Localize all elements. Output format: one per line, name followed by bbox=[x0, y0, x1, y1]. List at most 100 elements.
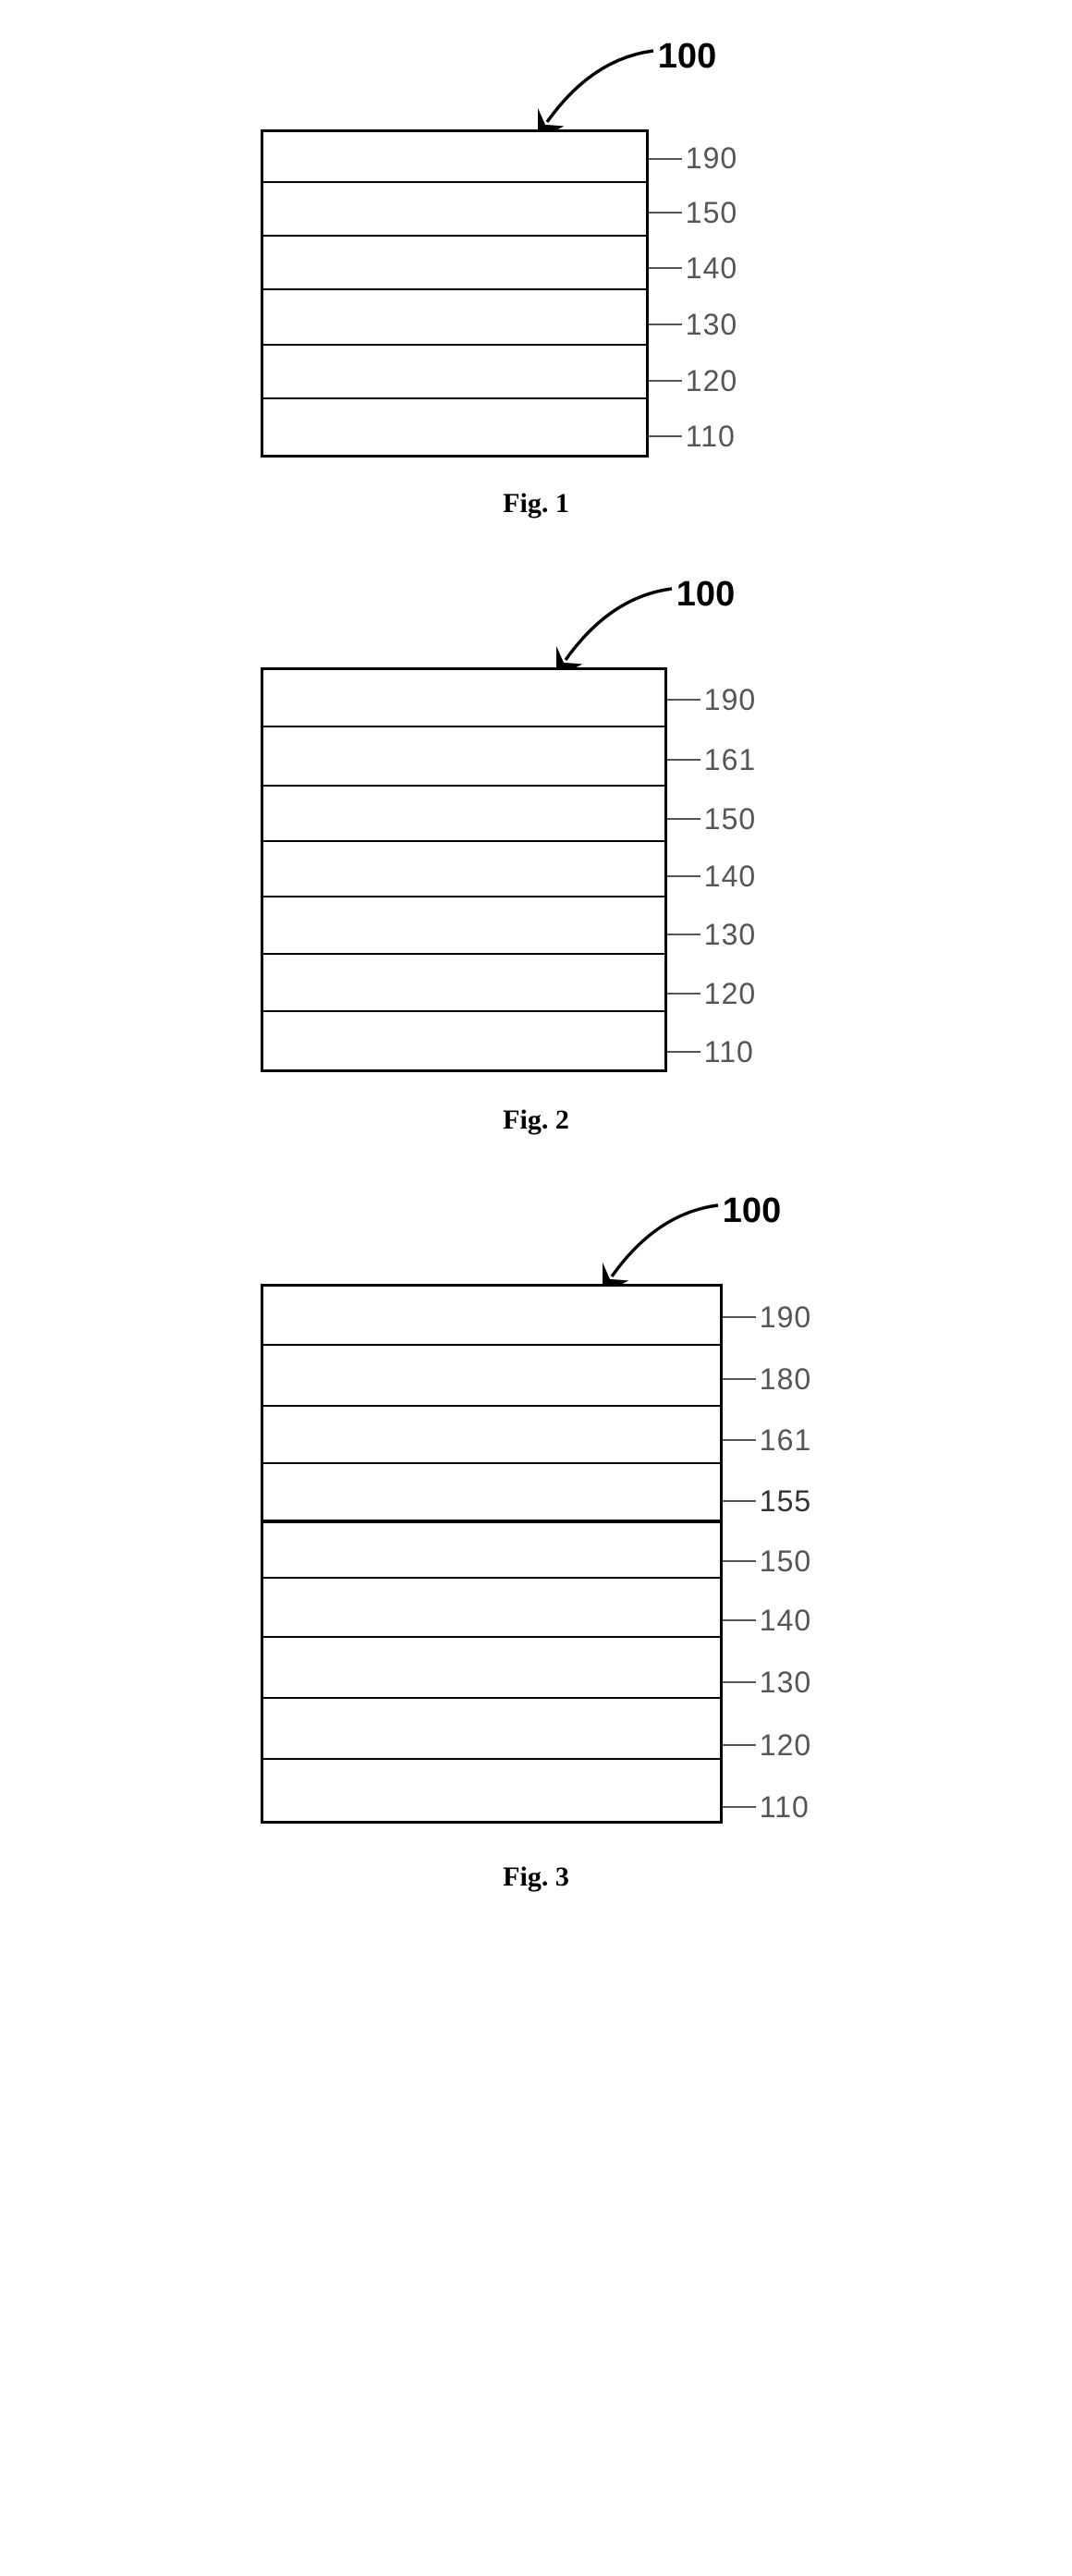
layer bbox=[263, 1287, 720, 1346]
reference-arrow-icon bbox=[538, 46, 658, 134]
layer-label: 120 bbox=[649, 353, 737, 409]
layer-label: 190 bbox=[667, 670, 756, 729]
layer-label-text: 150 bbox=[704, 802, 756, 836]
layer-label: 110 bbox=[667, 1023, 756, 1080]
layer-label: 155 bbox=[723, 1470, 811, 1532]
layer bbox=[263, 897, 664, 955]
layer-label: 110 bbox=[723, 1776, 811, 1837]
layer-label-text: 190 bbox=[760, 1300, 811, 1335]
leader-line-icon bbox=[723, 1681, 756, 1683]
layer bbox=[263, 399, 646, 455]
layer-label-text: 155 bbox=[760, 1484, 811, 1519]
layer-label-text: 140 bbox=[686, 251, 737, 286]
layer bbox=[263, 1579, 720, 1638]
layer-label: 140 bbox=[667, 848, 756, 905]
leader-line-icon bbox=[649, 267, 682, 269]
leader-line-icon bbox=[723, 1619, 756, 1621]
layer-label-text: 161 bbox=[760, 1423, 811, 1458]
fig3: 100 190 180 161 155 150 140 130 120 110 Fig. 3 bbox=[261, 1191, 811, 1893]
leader-line-icon bbox=[723, 1560, 756, 1562]
layer-stack bbox=[261, 667, 667, 1072]
leader-line-icon bbox=[667, 1051, 700, 1053]
leader-line-icon bbox=[723, 1806, 756, 1808]
layer bbox=[263, 132, 646, 183]
layer-label-text: 110 bbox=[760, 1790, 810, 1825]
reference-arrow-icon bbox=[556, 584, 676, 672]
layer-label: 120 bbox=[723, 1714, 811, 1776]
layer-label-text: 140 bbox=[760, 1604, 811, 1638]
layer-label-text: 140 bbox=[704, 860, 756, 894]
stack-wrap: 100 190 150 140 130 120 110 bbox=[261, 37, 811, 464]
layer bbox=[263, 290, 646, 346]
layer-label-text: 110 bbox=[704, 1035, 754, 1069]
reference-number: 100 bbox=[723, 1191, 781, 1231]
layer-label: 150 bbox=[667, 790, 756, 848]
leader-line-icon bbox=[667, 759, 700, 761]
figure-caption: Fig. 3 bbox=[261, 1862, 811, 1893]
layer-label-text: 150 bbox=[686, 196, 737, 230]
leader-line-icon bbox=[723, 1439, 756, 1441]
leader-line-icon bbox=[723, 1500, 756, 1502]
leader-line-icon bbox=[667, 993, 700, 995]
leader-line-icon bbox=[649, 435, 682, 437]
leader-line-icon bbox=[667, 875, 700, 877]
leader-line-icon bbox=[649, 324, 682, 325]
layer-label: 130 bbox=[667, 905, 756, 964]
layer-label: 190 bbox=[649, 132, 737, 185]
layer-label-text: 161 bbox=[704, 743, 756, 777]
layer-label: 130 bbox=[723, 1651, 811, 1714]
layer bbox=[263, 1638, 720, 1699]
layer-label-text: 120 bbox=[704, 977, 756, 1011]
leader-line-icon bbox=[723, 1744, 756, 1746]
leader-line-icon bbox=[723, 1378, 756, 1380]
layer bbox=[263, 1464, 720, 1523]
layer-label: 161 bbox=[667, 729, 756, 790]
reference-number: 100 bbox=[658, 37, 716, 77]
layer bbox=[263, 670, 664, 727]
layer bbox=[263, 1699, 720, 1760]
layer-label: 130 bbox=[649, 296, 737, 353]
layer-label: 110 bbox=[649, 409, 737, 464]
figure-caption: Fig. 2 bbox=[261, 1105, 811, 1136]
layer bbox=[263, 346, 646, 399]
layer-label: 140 bbox=[723, 1590, 811, 1651]
stack-wrap: 100 190 180 161 155 150 140 130 120 110 bbox=[261, 1191, 811, 1837]
leader-line-icon bbox=[667, 934, 700, 935]
stack-wrap: 100 190 161 150 140 130 120 110 bbox=[261, 575, 811, 1080]
layer-label-text: 120 bbox=[686, 364, 737, 398]
layer-labels: 190 180 161 155 150 140 130 120 110 bbox=[723, 1287, 811, 1837]
layer bbox=[263, 727, 664, 787]
layer-label: 180 bbox=[723, 1348, 811, 1410]
layer-label: 120 bbox=[667, 964, 756, 1023]
layer bbox=[263, 183, 646, 237]
layer bbox=[263, 842, 664, 897]
layer-label: 150 bbox=[649, 185, 737, 240]
layer bbox=[263, 955, 664, 1012]
fig1: 100 190 150 140 130 120 110 Fig. 1 bbox=[261, 37, 811, 519]
layer bbox=[263, 787, 664, 842]
leader-line-icon bbox=[649, 158, 682, 160]
leader-line-icon bbox=[667, 699, 700, 701]
layer bbox=[263, 1760, 720, 1821]
layer-labels: 190 150 140 130 120 110 bbox=[649, 132, 737, 464]
leader-line-icon bbox=[667, 818, 700, 820]
layer-labels: 190 161 150 140 130 120 110 bbox=[667, 670, 756, 1080]
layer-label-text: 110 bbox=[686, 420, 736, 454]
leader-line-icon bbox=[723, 1316, 756, 1318]
leader-line-icon bbox=[649, 380, 682, 382]
layer-label-text: 150 bbox=[760, 1544, 811, 1579]
layer-label-text: 130 bbox=[760, 1666, 811, 1700]
fig2: 100 190 161 150 140 130 120 110 Fig. 2 bbox=[261, 575, 811, 1136]
figure-caption: Fig. 1 bbox=[261, 488, 811, 519]
layer-label-text: 190 bbox=[704, 683, 756, 717]
layer bbox=[263, 237, 646, 290]
layer-label: 161 bbox=[723, 1410, 811, 1470]
layer-label-text: 130 bbox=[686, 308, 737, 342]
layer bbox=[263, 1523, 720, 1579]
layer bbox=[263, 1012, 664, 1069]
reference-arrow-icon bbox=[603, 1201, 723, 1288]
layer-label: 190 bbox=[723, 1287, 811, 1348]
layer-stack bbox=[261, 129, 649, 458]
reference-number: 100 bbox=[676, 575, 735, 615]
layer-label-text: 190 bbox=[686, 141, 737, 176]
